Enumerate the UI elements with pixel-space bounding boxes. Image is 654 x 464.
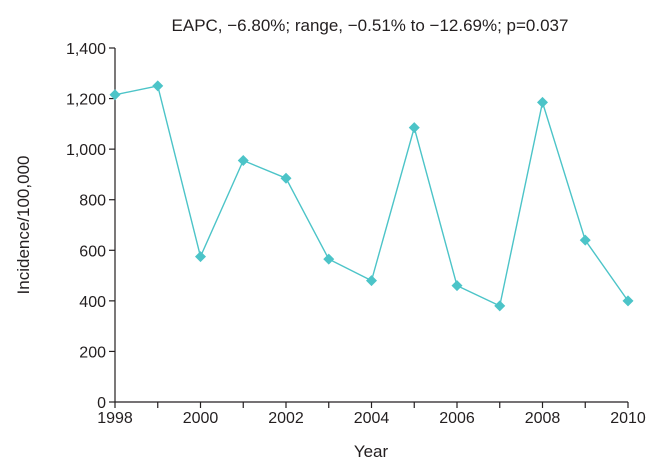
x-tick-label: 1998 <box>97 410 133 427</box>
x-ticks: 1998 2000 2002 2004 2006 2008 2010 <box>97 402 646 427</box>
data-point-2002 <box>280 172 292 184</box>
y-tick-label: 400 <box>79 294 106 311</box>
data-point-2008 <box>537 96 548 108</box>
x-axis-label: Year <box>354 442 389 461</box>
data-point-2006 <box>451 280 463 292</box>
data-point-2010 <box>622 295 634 307</box>
data-point-1999 <box>152 80 164 92</box>
data-point-2004 <box>366 275 377 287</box>
data-point-2001 <box>237 155 249 167</box>
y-tick-label: 0 <box>97 395 106 412</box>
x-tick-label: 2008 <box>525 410 561 427</box>
y-tick-label: 800 <box>79 193 106 210</box>
x-tick-label: 2010 <box>610 410 646 427</box>
x-tick-label: 2002 <box>268 410 304 427</box>
x-tick-label: 2006 <box>439 410 475 427</box>
data-point-2009 <box>579 234 591 246</box>
y-tick-label: 1,400 <box>66 41 106 58</box>
x-tick-label: 2000 <box>183 410 219 427</box>
data-point-2003 <box>323 253 335 265</box>
data-point-1998 <box>109 89 121 101</box>
series-line <box>114 85 629 307</box>
data-point-2005 <box>408 122 420 134</box>
chart-title: EAPC, −6.80%; range, −0.51% to −12.69%; … <box>172 16 569 35</box>
y-tick-label: 1,200 <box>66 92 106 109</box>
y-tick-label: 200 <box>79 344 106 361</box>
series-incidence <box>109 80 634 312</box>
y-ticks: 0 200 400 600 800 1,000 1,200 1,400 <box>66 41 115 412</box>
x-tick-label: 2004 <box>354 410 390 427</box>
y-tick-label: 1,000 <box>66 142 106 159</box>
data-point-2000 <box>195 251 206 263</box>
y-axis-label: Incidence/100,000 <box>14 156 33 295</box>
data-point-2007 <box>494 300 506 312</box>
y-tick-label: 600 <box>79 243 106 260</box>
